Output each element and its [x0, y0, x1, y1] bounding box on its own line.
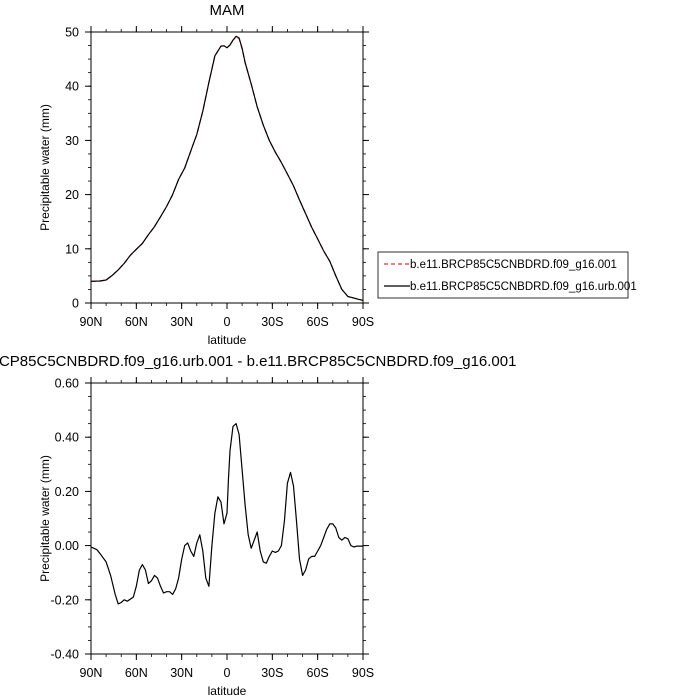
x-tick-label: 60S: [307, 315, 329, 329]
axis-ticks: -0.40 -0.20 0.00 0.20 0.40 0.60 90N 60N 30N 0 30S 6…: [51, 377, 375, 681]
x-axis-label: latitude: [208, 684, 247, 698]
y-tick-label: 10: [65, 242, 79, 256]
y-tick-label: 40: [65, 80, 79, 94]
x-tick-label: 90S: [352, 315, 374, 329]
x-tick-label: 90N: [80, 315, 103, 329]
y-tick-label: -0.40: [51, 648, 80, 662]
legend-label-urban: b.e11.BRCP85C5CNBDRD.f09_g16.urb.001: [410, 281, 637, 293]
series-lines: [90, 423, 363, 605]
series-line-0: [90, 423, 363, 605]
plot-frame: [90, 31, 364, 304]
y-axis-label: Precipitable water (mm): [38, 455, 52, 582]
x-tick-label: 30S: [261, 315, 283, 329]
legend: b.e11.BRCP85C5CNBDRD.f09_g16.001 b.e11.B…: [377, 251, 637, 299]
legend-box: [377, 251, 629, 299]
x-tick-label: 90N: [80, 666, 103, 680]
y-tick-label: 50: [65, 26, 79, 40]
y-tick-label: 0.60: [55, 377, 79, 391]
legend-label-control: b.e11.BRCP85C5CNBDRD.f09_g16.001: [410, 259, 617, 271]
chart-title: b.e11.BRCP85C5CNBDRD.f09_g16.urb.001 - b…: [0, 353, 516, 370]
x-tick-label: 60N: [125, 666, 148, 680]
axis-ticks: 0 10 20 30 40 50 90N 60N 30N 0 30S 60S 90S: [65, 26, 374, 330]
x-axis-label: latitude: [208, 333, 247, 347]
mam-precipitable-water-plot: 0 10 20 30 40 50 90N 60N 30N 0 30S 60S 90S MAM latit…: [38, 2, 374, 347]
plot-frame: [90, 382, 364, 655]
y-tick-label: 30: [65, 134, 79, 148]
x-tick-label: 0: [224, 666, 231, 680]
series-line-0: [90, 36, 364, 301]
y-tick-label: 0.20: [55, 485, 79, 499]
x-tick-label: 0: [224, 315, 231, 329]
y-tick-label: -0.20: [51, 593, 80, 607]
x-tick-label: 30N: [170, 666, 193, 680]
y-tick-label: 0.40: [55, 431, 79, 445]
x-tick-label: 60N: [125, 315, 148, 329]
y-tick-label: 0: [72, 297, 79, 311]
y-tick-label: 0.00: [55, 539, 79, 553]
series-lines: [90, 35, 364, 301]
y-tick-label: 20: [65, 188, 79, 202]
x-tick-label: 60S: [307, 666, 329, 680]
chart-title: MAM: [210, 2, 245, 19]
y-axis-label: Precipitable water (mm): [38, 104, 52, 231]
series-line-1: [90, 35, 364, 301]
difference-plot: -0.40 -0.20 0.00 0.20 0.40 0.60 90N 60N 30N 0 30S 6…: [0, 353, 516, 698]
x-tick-label: 30S: [261, 666, 283, 680]
x-tick-label: 90S: [352, 666, 374, 680]
x-tick-label: 30N: [170, 315, 193, 329]
